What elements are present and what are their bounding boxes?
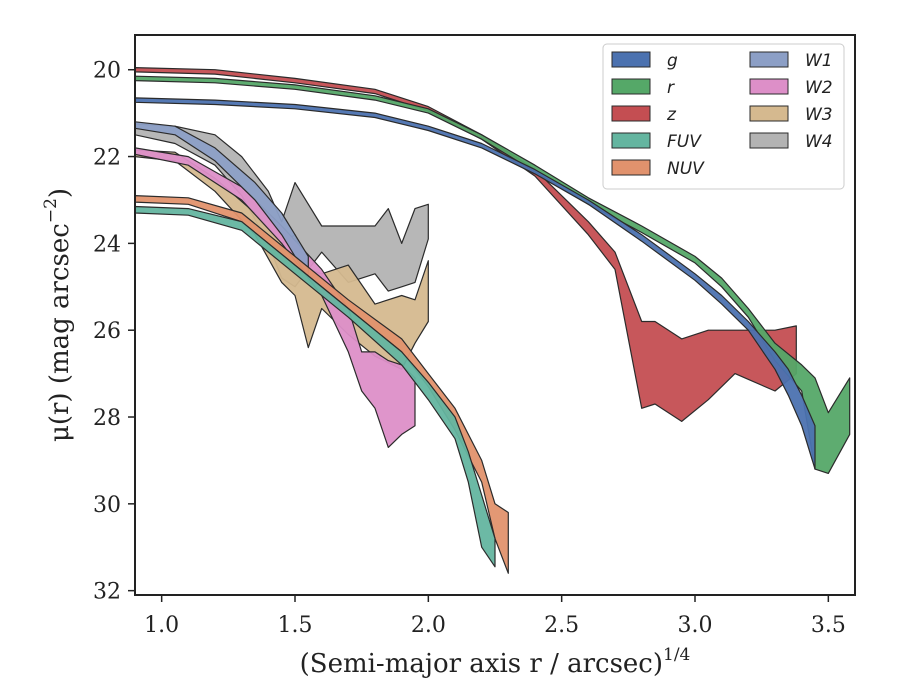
legend-label-g: g <box>667 51 678 71</box>
legend-label-w3: W3 <box>805 105 833 125</box>
y-tick-label: 28 <box>93 406 121 431</box>
band-fuv <box>135 205 496 568</box>
y-tick-label: 30 <box>93 493 121 518</box>
y-tick-label: 26 <box>93 319 121 344</box>
y-tick-label: 32 <box>93 580 121 605</box>
y-tick-label: 20 <box>93 59 121 84</box>
x-axis-ticks: 1.0 1.5 2.0 2.5 3.0 3.5 <box>144 595 846 638</box>
x-tick-label: 2.5 <box>544 613 579 638</box>
legend-label-nuv: NUV <box>667 159 705 179</box>
legend-swatch-z <box>611 105 651 122</box>
legend-label-w1: W1 <box>805 51 833 71</box>
legend-swatch-fuv <box>611 132 651 149</box>
axes-frame <box>134 34 856 596</box>
x-tick-label: 2.0 <box>411 613 446 638</box>
x-tick-label: 3.0 <box>678 613 713 638</box>
legend-label-fuv: FUV <box>667 132 702 152</box>
band-r <box>135 75 851 474</box>
legend-label-r: r <box>667 78 675 98</box>
y-axis-label-exponent: −2 <box>41 198 61 223</box>
legend-swatch-nuv <box>611 159 651 176</box>
band-g <box>135 97 816 470</box>
x-tick-label: 1.0 <box>144 613 179 638</box>
x-axis-label-exponent: 1/4 <box>663 645 690 665</box>
legend-swatch-w2 <box>749 78 789 95</box>
legend-label-z: z <box>666 105 677 125</box>
legend-label-w2: W2 <box>805 78 833 98</box>
legend-swatch-w1 <box>749 51 789 68</box>
y-axis-label: μ(r) (mag arcsec−2) <box>41 188 75 442</box>
y-tick-label: 22 <box>93 146 121 171</box>
y-tick-label: 24 <box>93 232 121 257</box>
legend-swatch-w3 <box>749 105 789 122</box>
x-axis-label: (Semi-major axis r / arcsec)1/4 <box>300 645 691 679</box>
legend-swatch-r <box>611 78 651 95</box>
plot-area <box>135 66 851 574</box>
x-tick-label: 1.5 <box>278 613 313 638</box>
x-tick-label: 3.5 <box>811 613 846 638</box>
legend-label-w4: W4 <box>805 132 833 152</box>
legend-swatch-w4 <box>749 132 789 149</box>
legend: grz FUV NUV W1 W2 W3 W4 <box>602 43 845 190</box>
legend-swatch-g <box>611 51 651 68</box>
y-axis-ticks: 20 22 24 26 28 30 32 <box>93 59 135 605</box>
band-w2 <box>135 147 416 448</box>
